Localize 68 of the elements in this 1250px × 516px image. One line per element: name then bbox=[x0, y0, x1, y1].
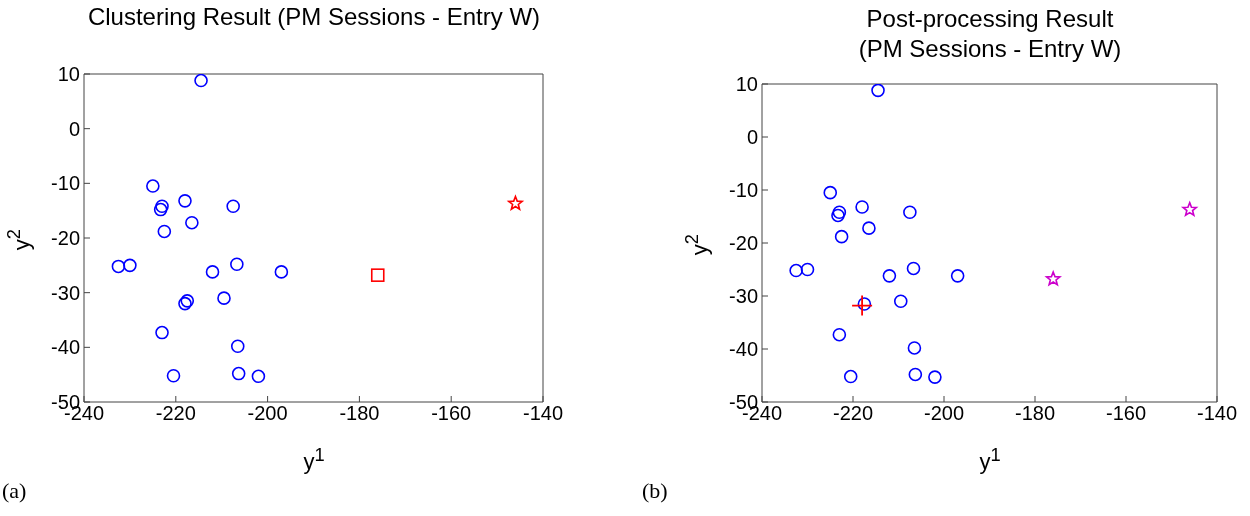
x-tick-label: -160 bbox=[431, 402, 472, 425]
x-tick-label: -180 bbox=[1014, 402, 1056, 425]
point bbox=[194, 74, 208, 88]
point bbox=[789, 263, 803, 278]
point bbox=[832, 327, 847, 342]
point bbox=[274, 265, 289, 279]
text: (b) bbox=[642, 478, 668, 504]
point bbox=[508, 195, 523, 211]
point bbox=[855, 200, 869, 214]
point bbox=[843, 369, 858, 384]
point bbox=[893, 294, 908, 309]
y-tick-label: -30 bbox=[729, 285, 758, 308]
y-tick-label: 0 bbox=[68, 117, 80, 140]
y-tick-label: -40 bbox=[729, 338, 758, 361]
x-tick-label: -220 bbox=[832, 402, 874, 425]
point bbox=[205, 265, 220, 279]
y-tick-label: -20 bbox=[729, 232, 758, 255]
point bbox=[146, 179, 160, 193]
y-tick-label: 10 bbox=[735, 73, 758, 96]
y-tick-label: -40 bbox=[51, 336, 80, 359]
point bbox=[178, 194, 192, 208]
point bbox=[370, 268, 385, 282]
x-tick-label: -200 bbox=[923, 402, 965, 425]
chart-title: Post-processing Result (PM Sessions - Entry W) bbox=[857, 4, 1123, 64]
point bbox=[251, 369, 266, 384]
point bbox=[217, 291, 231, 305]
y-tick-label: -30 bbox=[51, 281, 80, 304]
point bbox=[834, 229, 849, 244]
x-axis-title: y$^{1}$ bbox=[978, 444, 1002, 476]
point bbox=[230, 257, 244, 272]
point bbox=[166, 368, 181, 383]
x-tick-label: -140 bbox=[522, 402, 564, 425]
point bbox=[903, 205, 917, 220]
y-tick-label: 10 bbox=[57, 63, 80, 86]
y-tick-label: -20 bbox=[51, 227, 80, 250]
point bbox=[857, 297, 872, 311]
point bbox=[230, 339, 245, 354]
point bbox=[123, 258, 137, 273]
point bbox=[851, 294, 873, 317]
point bbox=[1045, 271, 1061, 286]
point bbox=[226, 199, 240, 214]
point bbox=[185, 215, 199, 230]
y-tick-label: -10 bbox=[51, 172, 80, 195]
point bbox=[907, 341, 922, 355]
point bbox=[1182, 201, 1198, 217]
x-tick-label: -160 bbox=[1105, 402, 1147, 425]
point bbox=[157, 224, 172, 239]
x-tick-label: -140 bbox=[1196, 402, 1238, 425]
point bbox=[111, 259, 126, 274]
text: (a) bbox=[2, 478, 27, 504]
point bbox=[871, 84, 885, 98]
chart-title: Clustering Result (PM Sessions - Entry W) bbox=[86, 2, 542, 32]
point bbox=[908, 367, 923, 382]
point bbox=[950, 269, 965, 283]
point bbox=[882, 269, 897, 283]
point bbox=[862, 221, 876, 235]
point bbox=[231, 366, 246, 381]
point bbox=[928, 370, 942, 384]
point bbox=[906, 261, 921, 276]
point bbox=[155, 325, 169, 340]
x-tick-label: -220 bbox=[155, 402, 196, 425]
y-tick-label: -10 bbox=[729, 179, 758, 202]
x-tick-label: -200 bbox=[247, 402, 288, 425]
point bbox=[823, 185, 838, 200]
y-tick-label: 0 bbox=[746, 126, 758, 149]
x-tick-label: -180 bbox=[339, 402, 380, 425]
point bbox=[800, 262, 815, 277]
x-axis-title: y$^{1}$ bbox=[302, 444, 326, 476]
